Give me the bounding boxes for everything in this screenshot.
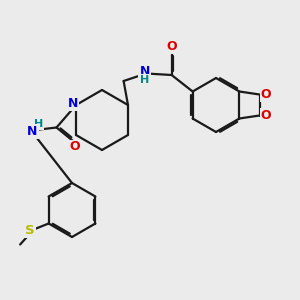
Text: H: H (140, 75, 149, 85)
Text: N: N (27, 124, 38, 138)
Text: N: N (140, 64, 150, 78)
Text: N: N (68, 97, 78, 110)
Text: O: O (166, 40, 177, 53)
Text: O: O (261, 109, 272, 122)
Text: O: O (261, 88, 272, 101)
Text: S: S (25, 224, 35, 237)
Text: H: H (34, 119, 43, 129)
Text: O: O (69, 140, 80, 154)
